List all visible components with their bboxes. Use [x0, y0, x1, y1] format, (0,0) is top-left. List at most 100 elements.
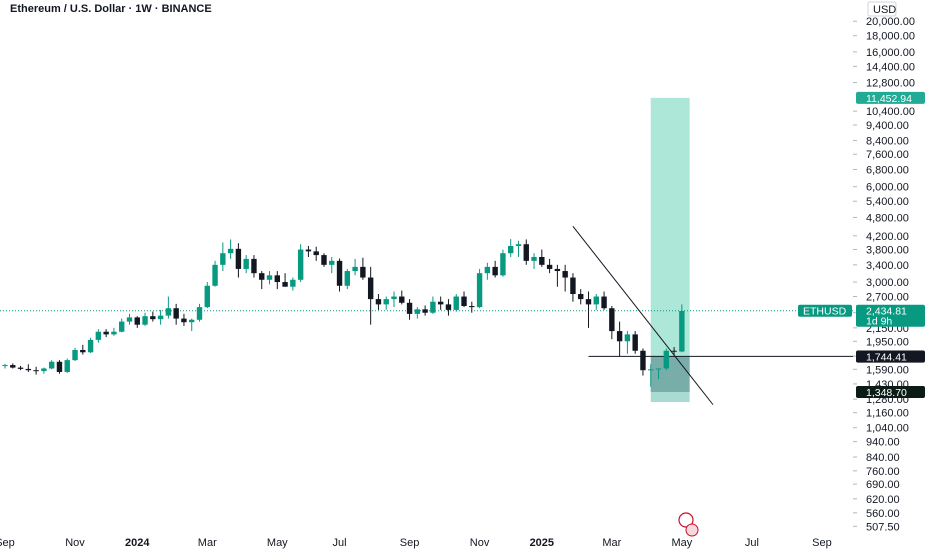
x-tick-label: Sep [400, 537, 420, 549]
candle[interactable] [648, 364, 654, 387]
candle[interactable] [437, 296, 444, 310]
position-stop-zone[interactable] [650, 356, 690, 392]
y-tick-label: 1,950.00 [866, 336, 909, 348]
candle[interactable] [585, 291, 592, 328]
candle[interactable] [484, 262, 491, 280]
time-axis[interactable]: Sep Nov 2024 Mar May Jul Sep Nov 2025 Mar May Jul Se… [0, 537, 832, 549]
event-icon[interactable] [678, 512, 699, 537]
candle[interactable] [344, 268, 351, 290]
candle[interactable] [251, 255, 257, 278]
candle[interactable] [469, 301, 475, 313]
candle[interactable] [134, 316, 140, 328]
candle[interactable] [352, 258, 358, 276]
candle[interactable] [243, 255, 249, 274]
candle[interactable] [554, 264, 561, 287]
candle[interactable] [360, 257, 366, 280]
candle[interactable] [593, 294, 599, 310]
candle[interactable] [87, 337, 94, 354]
candle[interactable] [453, 294, 459, 312]
candle[interactable] [111, 327, 117, 336]
candle[interactable] [655, 368, 662, 380]
candle[interactable] [305, 245, 312, 257]
candle[interactable] [157, 309, 164, 325]
candle[interactable] [679, 304, 685, 353]
trendline[interactable] [572, 225, 714, 405]
candle[interactable] [119, 318, 125, 333]
candle[interactable] [445, 299, 452, 316]
candle[interactable] [282, 273, 288, 287]
candle[interactable] [546, 258, 553, 274]
candle[interactable] [274, 271, 280, 290]
candle[interactable] [492, 260, 498, 278]
candle[interactable] [204, 282, 210, 309]
candle[interactable] [259, 271, 265, 290]
candle[interactable] [313, 246, 319, 261]
candle[interactable] [367, 266, 374, 325]
candle[interactable] [165, 296, 172, 319]
candle-body [648, 369, 654, 371]
candle[interactable] [616, 321, 623, 357]
candle[interactable] [671, 347, 677, 356]
candle[interactable] [375, 294, 382, 310]
candle[interactable] [609, 306, 615, 340]
candle[interactable] [539, 249, 545, 267]
candle-body [679, 311, 685, 352]
candle[interactable] [414, 307, 421, 319]
candle[interactable] [126, 313, 133, 325]
candle[interactable] [173, 303, 179, 325]
candle[interactable] [336, 258, 343, 292]
candle[interactable] [150, 311, 156, 322]
candle[interactable] [570, 273, 576, 302]
candle[interactable] [422, 305, 428, 316]
candle[interactable] [632, 331, 638, 354]
candle[interactable] [33, 366, 39, 375]
candle[interactable] [142, 312, 148, 326]
candle[interactable] [41, 367, 47, 374]
candle[interactable] [399, 290, 405, 305]
candle[interactable] [383, 296, 389, 310]
candle[interactable] [189, 318, 195, 332]
candle[interactable] [640, 348, 646, 376]
candle[interactable] [56, 360, 63, 374]
candle[interactable] [430, 296, 436, 314]
candle[interactable] [17, 365, 24, 371]
candle[interactable] [72, 347, 78, 361]
candle[interactable] [227, 239, 234, 259]
candle[interactable] [290, 277, 296, 291]
plot-area[interactable] [0, 97, 853, 537]
candle[interactable] [500, 249, 506, 277]
candle[interactable] [624, 331, 631, 354]
candle[interactable] [391, 291, 397, 308]
candle[interactable] [297, 244, 304, 283]
candle[interactable] [95, 329, 102, 343]
candle[interactable] [578, 289, 584, 305]
candle[interactable] [406, 299, 413, 320]
candle[interactable] [48, 360, 55, 370]
candle[interactable] [321, 253, 327, 267]
candle[interactable] [523, 239, 529, 265]
candle[interactable] [562, 264, 568, 292]
candle[interactable] [235, 243, 242, 278]
candle[interactable] [329, 256, 335, 274]
candle[interactable] [10, 363, 16, 369]
currency-button[interactable] [867, 1, 897, 17]
candle[interactable] [515, 240, 522, 257]
candle[interactable] [64, 358, 70, 373]
candle[interactable] [220, 242, 226, 272]
candle[interactable] [531, 253, 537, 269]
candle[interactable] [266, 271, 273, 285]
candle[interactable] [181, 313, 187, 326]
candle[interactable] [476, 268, 483, 309]
candle[interactable] [25, 364, 32, 372]
candle[interactable] [663, 348, 669, 371]
candle[interactable] [461, 291, 467, 308]
candle[interactable] [601, 291, 607, 310]
candle[interactable] [508, 239, 514, 257]
candle[interactable] [212, 260, 218, 287]
candle[interactable] [2, 363, 8, 369]
candle[interactable] [103, 329, 109, 338]
candle[interactable] [196, 303, 203, 322]
candle[interactable] [80, 344, 86, 355]
